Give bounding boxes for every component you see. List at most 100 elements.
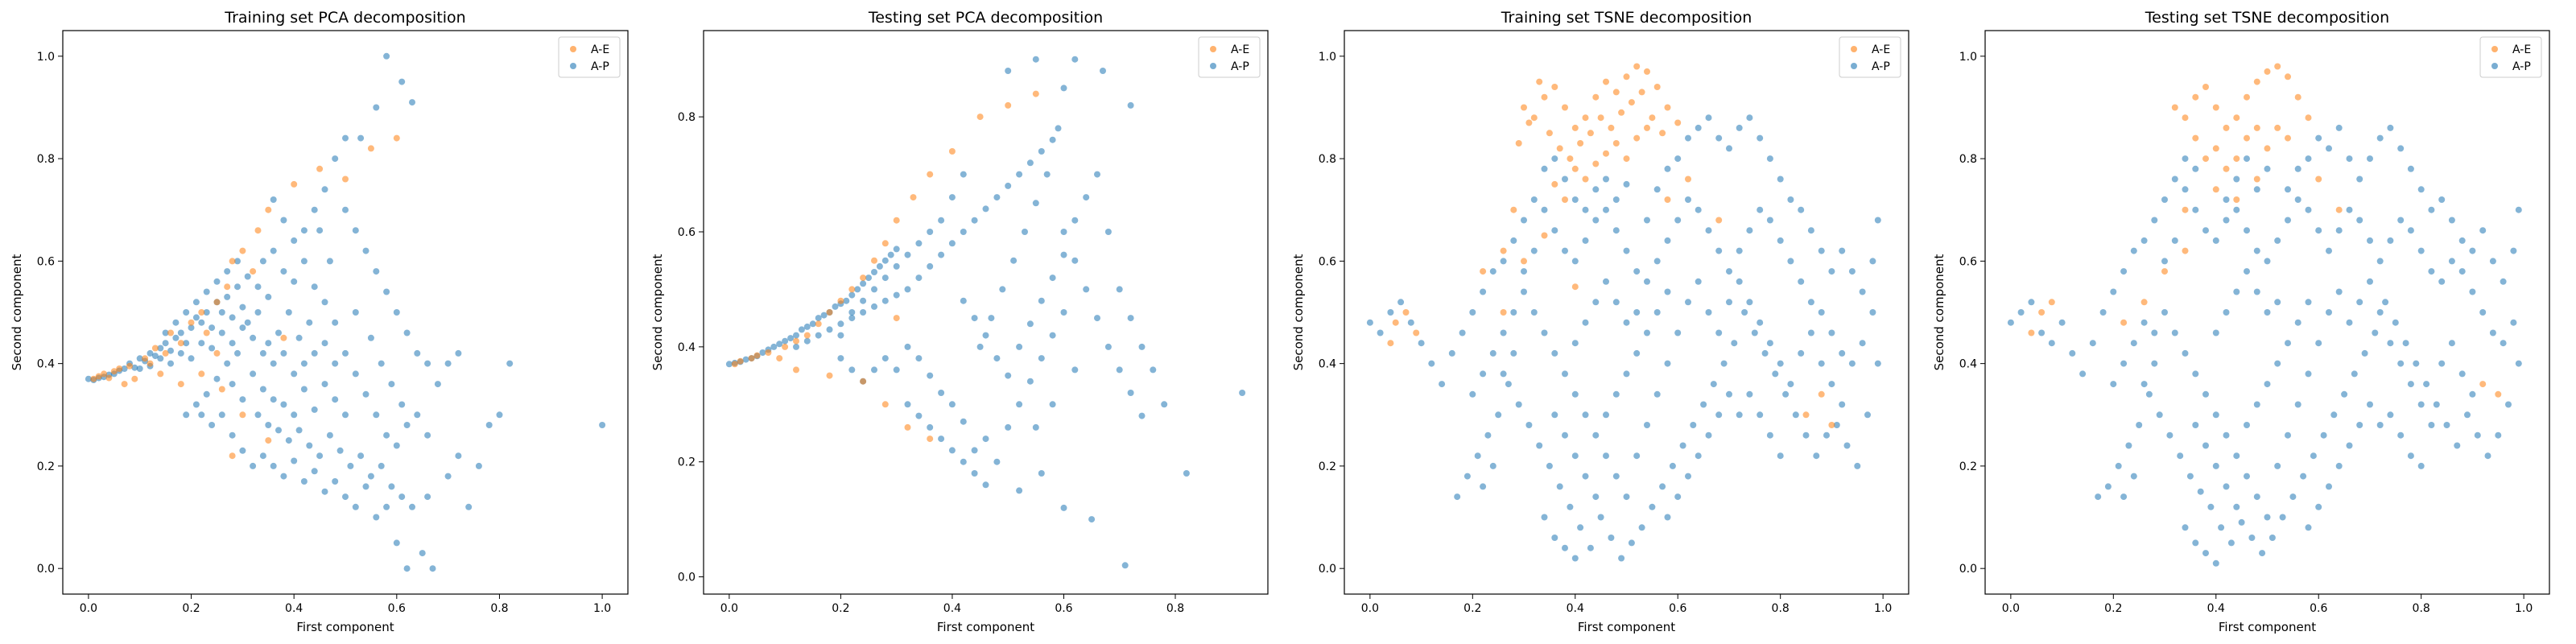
data-point [1618,555,1625,562]
data-point [1869,258,1876,265]
data-point [2305,114,2312,122]
data-point [1094,315,1100,322]
chart-title: Testing set PCA decomposition [868,9,1103,27]
data-point [927,171,934,178]
data-point [1674,119,1682,126]
data-point [1536,442,1543,449]
data-point [915,240,923,247]
data-point [2244,227,2250,234]
data-point [1562,104,1568,111]
data-point [809,320,816,328]
data-point [2038,329,2046,336]
data-point [1038,355,1045,362]
data-point [2505,401,2512,408]
data-point [1659,130,1666,137]
data-point [403,422,411,428]
data-point [793,337,799,345]
data-point [280,268,287,275]
data-point [229,314,236,321]
data-point [2367,278,2373,285]
data-point [1536,78,1543,85]
data-point [373,514,380,521]
data-point [1439,381,1446,388]
legend: A-E A-P [1198,36,1261,78]
data-point [224,268,231,275]
data-point [203,288,210,295]
data-point [876,262,883,270]
data-point [731,361,738,368]
data-point [1736,411,1743,419]
data-point [1623,493,1630,501]
data-point [1633,349,1641,357]
data-point [2382,299,2389,306]
data-point [388,483,395,490]
data-point [871,286,877,293]
data-point [2443,422,2450,428]
legend-label: A-P [591,60,609,73]
data-point [295,427,303,434]
data-point [2120,319,2128,326]
data-point [1454,493,1461,501]
data-point [1766,431,1773,439]
data-point [971,217,978,224]
y-tick-label: 0.2 [1319,460,1336,473]
data-point [2387,237,2394,244]
data-point [1592,217,1600,224]
data-point [105,374,113,382]
y-tick-label: 0.6 [1959,255,1977,268]
data-point [393,134,400,142]
data-point [1705,227,1712,234]
data-point [1603,175,1609,183]
legend: A-E A-P [2479,36,2542,78]
data-point [915,412,923,419]
data-point [798,326,805,333]
data-point [229,381,236,388]
data-point [2367,155,2373,163]
data-point [2515,206,2522,213]
data-point [2315,227,2322,234]
data-point [1603,206,1609,213]
data-point [2285,431,2291,439]
data-point [2223,196,2230,203]
data-point [1653,390,1661,398]
data-point [2289,493,2297,501]
data-point [2285,73,2291,80]
data-point [291,278,298,285]
data-point [326,431,333,439]
data-point [1377,329,1384,336]
data-point [1674,329,1682,336]
data-point [342,134,349,142]
data-point [2171,175,2178,183]
data-point [1592,431,1600,439]
data-point [2212,186,2219,193]
data-point [177,329,184,336]
plot-frame [703,30,1269,595]
legend-label: A-P [1872,60,1890,73]
data-point [2479,227,2487,234]
x-tick-label: 0.2 [1463,602,1481,615]
data-point [2376,309,2384,316]
data-point [398,493,406,501]
data-point [393,539,400,547]
data-point [2264,68,2271,75]
data-point [126,362,133,369]
data-point [2259,550,2266,557]
data-point [2264,258,2271,265]
data-point [1848,268,1856,275]
data-point [2417,247,2425,254]
chart-panel-4: Testing set TSNE decomposition 0.0 0.2 0.4 0… [1932,9,2550,634]
data-point [2058,319,2066,326]
data-point [1541,165,1548,172]
plot-frame [1984,30,2550,595]
data-point [2202,442,2209,449]
data-point [837,320,844,328]
data-point [2376,258,2384,265]
data-point [2484,452,2491,460]
y-tick-label: 0.4 [1319,358,1336,371]
legend-marker [2491,46,2498,52]
data-point [1525,119,1533,126]
data-point [198,370,205,378]
data-point [2495,390,2502,398]
data-point [2244,473,2250,480]
data-point [332,478,339,485]
